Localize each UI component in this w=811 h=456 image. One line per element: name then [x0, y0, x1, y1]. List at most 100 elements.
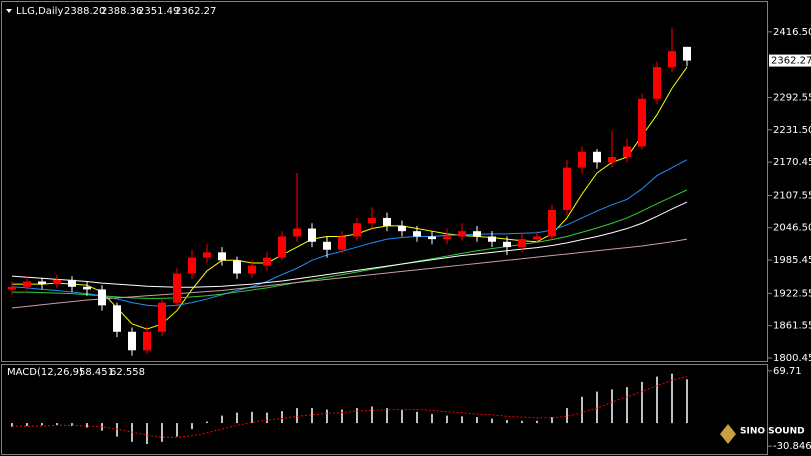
macd-bar [596, 391, 598, 424]
candle-body [83, 286, 91, 290]
macd-bar [356, 408, 358, 424]
macd-bar [641, 381, 643, 424]
macd-bar [611, 389, 613, 424]
macd-bar [86, 423, 88, 428]
candle-body [38, 281, 46, 285]
macd-bar [461, 416, 463, 424]
line [11, 201, 688, 288]
candle-body [263, 257, 271, 266]
macd-bar [161, 423, 163, 442]
candle-body [278, 236, 286, 258]
y-tick-label: -30.846 [773, 441, 811, 452]
candle-body [623, 146, 631, 158]
candle-body [293, 228, 301, 237]
candle-body [158, 302, 166, 332]
candle-body [128, 331, 136, 351]
candle-body [548, 210, 556, 237]
macd-bar [656, 376, 658, 424]
macd-bar [71, 423, 73, 427]
macd-bar [221, 415, 223, 424]
candle-body [578, 151, 586, 168]
macd-bar [626, 387, 628, 424]
macd-bar [446, 415, 448, 424]
candle-body [203, 252, 211, 258]
candle-body [53, 279, 61, 285]
macd-bar [521, 420, 523, 424]
candle-body [533, 236, 541, 240]
candle-body [668, 51, 676, 68]
macd-bar [326, 409, 328, 424]
candle-body [518, 239, 526, 248]
y-tick-label: 2107.55 [773, 190, 811, 201]
candle-body [398, 225, 406, 232]
macd-bar [266, 412, 268, 424]
macd-bar [26, 423, 28, 427]
macd-bar [371, 406, 373, 424]
candle-body [503, 241, 511, 248]
macd-bar [416, 411, 418, 424]
candle-body [113, 305, 121, 332]
candle-body [608, 157, 616, 163]
candle-body [8, 286, 16, 290]
candle-body [233, 260, 241, 274]
macd-bar [581, 396, 583, 424]
line [12, 66, 688, 330]
line [11, 159, 688, 307]
line [12, 375, 688, 438]
symbol: LLG,Daily [16, 6, 63, 17]
macd-title: MACD(12,26,9) [7, 367, 83, 378]
y-tick-label: 1922.55 [773, 288, 811, 299]
ohlc-low: 2351.49 [138, 6, 179, 17]
ohlc-high: 2388.36 [101, 6, 142, 17]
candle-body [638, 98, 646, 147]
candle-body [173, 273, 181, 303]
macd-bar [101, 423, 103, 431]
candle-body [248, 265, 256, 274]
candle-body [443, 236, 451, 240]
candle-body [338, 236, 346, 250]
candle-body [143, 331, 151, 351]
macd-bar [476, 417, 478, 424]
price-box [769, 54, 811, 67]
macd-bar [296, 408, 298, 424]
candle-body [563, 167, 571, 211]
macd-bar [386, 408, 388, 424]
y-tick-label: 1861.55 [773, 321, 811, 332]
macd-bar [251, 411, 253, 424]
y-tick-label: 2292.55 [773, 92, 811, 103]
macd-bar [41, 423, 43, 426]
candle-body [413, 231, 421, 237]
macd-bar [566, 408, 568, 424]
candle-body [593, 151, 601, 163]
macd-bar [11, 423, 13, 427]
candle-body [308, 228, 316, 242]
candle-body [23, 281, 31, 287]
candle-body [473, 231, 481, 237]
candle-body [323, 241, 331, 250]
macd-bar [686, 379, 688, 424]
y-tick-label: 69.71 [773, 366, 802, 377]
candle-body [383, 217, 391, 226]
macd-bar [236, 412, 238, 424]
candle-body [428, 236, 436, 240]
candle-body [683, 46, 691, 61]
candle-body [188, 257, 196, 274]
y-tick-label: 2231.50 [773, 125, 811, 136]
macd-bar [506, 420, 508, 424]
macd-bar [146, 423, 148, 445]
ohlc-open: 2388.20 [64, 6, 105, 17]
line [11, 238, 688, 309]
macd-bar [191, 423, 193, 430]
macd-bar [206, 421, 208, 424]
logo-text: SINO SOUND [740, 427, 805, 437]
macd-bar [551, 417, 553, 424]
candle-body [368, 217, 376, 224]
y-tick-label: 1800.45 [773, 353, 811, 364]
macd-bar [116, 423, 118, 437]
y-tick-label: 1985.45 [773, 255, 811, 266]
menu-arrow [6, 9, 12, 13]
main-panel [1, 1, 768, 362]
candle-body [98, 289, 106, 306]
y-tick-label: 2416.50 [773, 27, 811, 38]
